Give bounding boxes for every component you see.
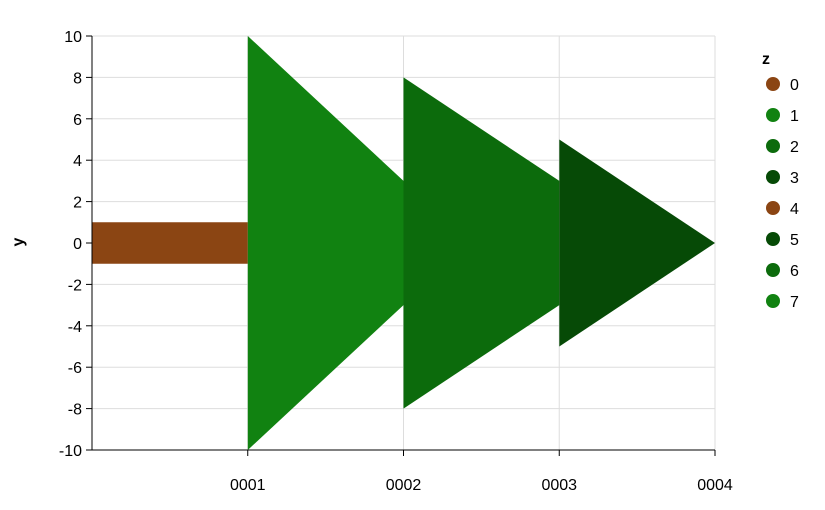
legend-title: z bbox=[762, 51, 770, 68]
y-tick-label: 10 bbox=[64, 29, 82, 46]
legend-label: 0 bbox=[790, 77, 799, 94]
area-shape-z0 bbox=[92, 222, 248, 264]
y-tick-label: 0 bbox=[73, 236, 82, 253]
legend-label: 2 bbox=[790, 139, 799, 156]
y-tick-label: -2 bbox=[68, 277, 82, 294]
y-tick-label: -8 bbox=[68, 402, 82, 419]
y-tick-label: -10 bbox=[59, 443, 82, 460]
legend-swatch bbox=[766, 232, 780, 246]
y-tick-label: -4 bbox=[68, 319, 82, 336]
legend-swatch bbox=[766, 201, 780, 215]
y-tick-label: 6 bbox=[73, 112, 82, 129]
axes: 10 8 6 4 2 0 -2 -4 -6 -8 -10 0001 0002 0003 0004 bbox=[59, 29, 733, 494]
area-shape-z1 bbox=[247, 36, 404, 450]
x-tick-label: 0002 bbox=[386, 477, 422, 494]
legend-label: 7 bbox=[790, 294, 799, 311]
legend: z 0 1 2 3 4 5 6 7 bbox=[762, 51, 799, 311]
area-shape-z3 bbox=[559, 139, 715, 347]
legend-label: 3 bbox=[790, 170, 799, 187]
legend-swatch bbox=[766, 263, 780, 277]
y-tick-label: 2 bbox=[73, 195, 82, 212]
legend-label: 1 bbox=[790, 108, 799, 125]
x-tick-label: 0003 bbox=[541, 477, 577, 494]
legend-swatch bbox=[766, 170, 780, 184]
legend-label: 6 bbox=[790, 263, 799, 280]
area-shape-z2 bbox=[403, 77, 560, 409]
legend-swatch bbox=[766, 139, 780, 153]
y-tick-label: -6 bbox=[68, 360, 82, 377]
legend-swatch bbox=[766, 294, 780, 308]
y-tick-label: 8 bbox=[73, 70, 82, 87]
legend-label: 5 bbox=[790, 232, 799, 249]
legend-swatch bbox=[766, 108, 780, 122]
legend-swatch bbox=[766, 77, 780, 91]
legend-label: 4 bbox=[790, 201, 799, 218]
plot-area bbox=[92, 36, 715, 450]
x-tick-label: 0004 bbox=[697, 477, 733, 494]
x-tick-label: 0001 bbox=[230, 477, 266, 494]
y-axis-title: y bbox=[10, 237, 27, 246]
y-tick-label: 4 bbox=[73, 153, 82, 170]
